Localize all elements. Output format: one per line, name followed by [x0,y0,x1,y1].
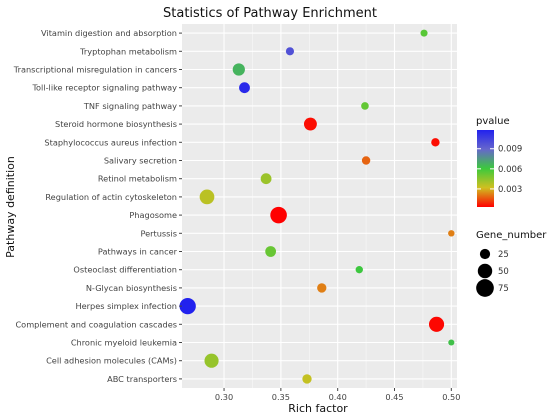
gene-legend-circle [479,248,491,260]
gene-number-legend: Gene_number 25 50 75 [476,230,547,297]
y-tick-label: N-Glycan biosynthesis [86,283,177,293]
gene-legend-circle [476,279,494,297]
data-point [179,297,196,315]
y-tick-label: Vitamin digestion and absorption [41,28,177,38]
y-tick-label: Pathways in cancer [98,247,178,257]
data-point [204,353,219,368]
pvalue-legend-label: 0.009 [498,145,522,155]
data-point [285,47,295,56]
y-tick-label: ABC transporters [107,374,177,384]
data-point [260,173,272,185]
x-tick-label: 0.35 [272,392,290,402]
data-point [420,29,428,37]
data-point [355,266,363,274]
gene-legend-label: 75 [498,284,509,294]
data-point [303,117,317,131]
y-tick-label: Transcriptional misregulation in cancers [13,65,177,75]
pvalue-legend-label: 0.003 [498,185,522,195]
x-axis-title: Rich factor [288,402,348,415]
plot-background [182,24,457,388]
y-axis: Vitamin digestion and absorption Tryptoph… [13,28,182,384]
x-tick-label: 0.30 [215,392,233,402]
x-tick-label: 0.50 [442,392,460,402]
data-point [199,189,215,205]
y-tick-label: Salivary secretion [104,156,177,166]
y-tick-label: TNF signaling pathway [83,101,177,111]
gene-legend-label: 50 [498,267,509,277]
y-tick-label: Steroid hormone biosynthesis [55,119,177,129]
pvalue-colorbar [477,130,494,207]
y-tick-label: Tryptophan metabolism [79,46,177,56]
x-tick-label: 0.45 [385,392,403,402]
data-point [361,102,369,110]
data-point [270,206,287,224]
y-tick-label: Herpes simplex infection [75,301,177,311]
data-point [317,283,327,293]
y-tick-label: Complement and coagulation cascades [15,319,177,329]
x-axis: 0.30 0.35 0.40 0.45 0.50 [215,388,460,402]
gene-legend-label: 25 [498,250,509,260]
pvalue-legend-label: 0.006 [498,165,522,175]
gene-number-legend-title: Gene_number [476,230,547,241]
pvalue-legend: pvalue 0.009 0.006 0.003 [476,116,522,207]
y-tick-label: Cell adhesion molecules (CAMs) [46,356,177,366]
data-point [448,339,455,346]
x-tick-label: 0.40 [329,392,347,402]
data-point [448,230,455,237]
data-point [431,138,440,147]
chart-title: Statistics of Pathway Enrichment [163,6,377,21]
gene-legend-circle [477,263,493,279]
y-tick-label: Phagosome [129,210,177,220]
data-point [239,82,250,94]
y-tick-label: Regulation of actin cytoskeleton [45,192,177,202]
y-tick-label: Pertussis [140,228,177,238]
data-point [265,246,277,257]
y-tick-label: Retinol metabolism [98,174,177,184]
data-point [361,156,371,165]
data-point [302,374,312,384]
y-axis-title: Pathway definition [4,156,17,258]
pvalue-legend-title: pvalue [476,116,510,127]
y-tick-label: Chronic myeloid leukemia [71,338,177,348]
y-tick-label: Staphylococcus aureus infection [44,137,177,147]
y-tick-label: Osteoclast differentiation [73,265,177,275]
plot-area [179,24,457,388]
data-point [232,63,245,76]
data-point [428,316,445,332]
y-tick-label: Toll-like receptor signaling pathway [31,83,177,93]
